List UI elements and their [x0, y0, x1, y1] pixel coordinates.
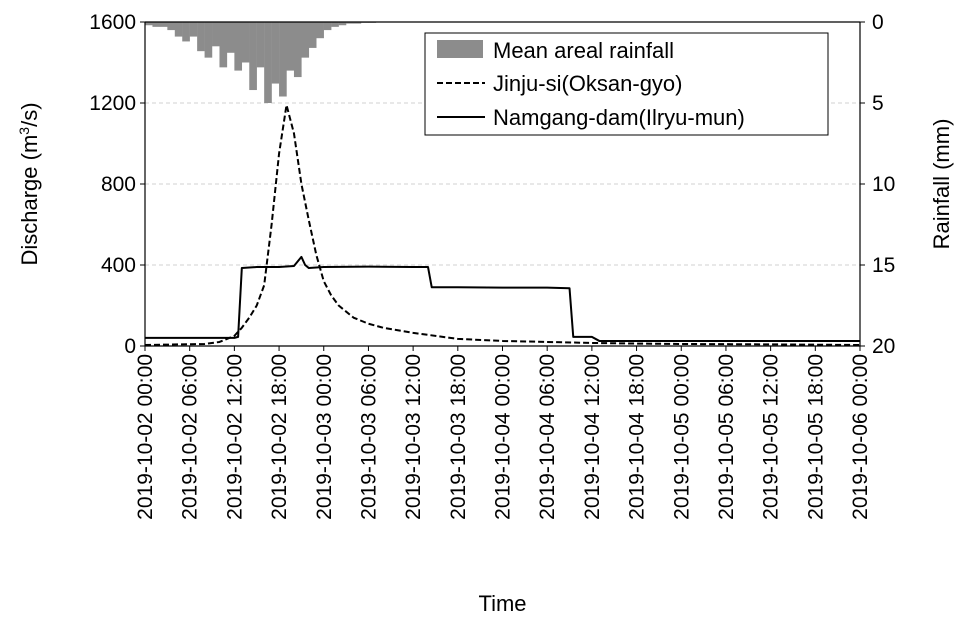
x-tick-label: 2019-10-02 06:00 — [179, 354, 202, 520]
x-tick-label: 2019-10-05 06:00 — [715, 354, 738, 520]
rainfall-bar — [182, 22, 190, 42]
rainfall-bar — [256, 22, 265, 68]
x-tick-label: 2019-10-03 00:00 — [313, 354, 336, 520]
y-tick-label-right: 5 — [872, 92, 884, 115]
rainfall-bar — [286, 22, 295, 71]
jinju-si-line — [144, 104, 861, 346]
rainfall-bar — [197, 22, 205, 52]
rainfall-bar — [234, 22, 243, 71]
y-tick-label-right: 20 — [872, 335, 895, 358]
x-tick-label: 2019-10-05 12:00 — [760, 354, 783, 520]
rainfall-bar — [212, 22, 220, 47]
x-tick-label: 2019-10-04 12:00 — [581, 354, 604, 520]
rainfall-bar — [249, 22, 257, 91]
x-axis-title: Time — [478, 591, 526, 616]
y-tick-label-left: 800 — [101, 173, 136, 196]
rainfall-series — [145, 22, 377, 103]
rainfall-bar — [152, 22, 161, 27]
y-axis-title-left-suffix: /s) — [17, 102, 42, 126]
y-axis-title-left-sup: 3 — [16, 127, 32, 135]
y-axis-title-left: Discharge (m3/s) — [16, 102, 42, 265]
legend: Mean areal rainfall Jinju-si(Oksan-gyo) Na… — [424, 32, 829, 136]
rainfall-bar — [226, 22, 235, 53]
legend-swatch-rainfall — [437, 40, 483, 58]
legend-label: Mean areal rainfall — [493, 38, 674, 63]
x-tick-label: 2019-10-02 12:00 — [223, 354, 246, 520]
rainfall-bar — [323, 22, 332, 31]
x-tick-label: 2019-10-04 00:00 — [492, 354, 515, 520]
x-tick-label: 2019-10-03 18:00 — [447, 354, 470, 520]
rainfall-bar — [241, 22, 250, 63]
x-tick-label: 2019-10-03 12:00 — [402, 354, 425, 520]
x-tick-label: 2019-10-02 00:00 — [134, 354, 157, 520]
rainfall-bar — [189, 22, 198, 37]
rainfall-bar — [308, 22, 317, 48]
legend-label: Jinju-si(Oksan-gyo) — [493, 71, 683, 96]
rainfall-bar — [219, 22, 228, 68]
rainfall-bar — [271, 22, 280, 84]
rainfall-bar — [279, 22, 287, 97]
rainfall-bar — [167, 22, 175, 31]
y-tick-label-right: 15 — [872, 254, 895, 277]
x-tick-label: 2019-10-06 00:00 — [849, 354, 872, 520]
rainfall-bar — [301, 22, 310, 58]
rainfall-bar — [316, 22, 324, 39]
x-tick-label: 2019-10-04 06:00 — [536, 354, 559, 520]
rainfall-bar — [353, 22, 362, 24]
x-tick-label: 2019-10-03 06:00 — [357, 354, 380, 520]
y-tick-label-left: 1600 — [89, 11, 136, 34]
y-tick-label-left: 0 — [124, 335, 136, 358]
y-axis-title-left-prefix: Discharge (m — [17, 135, 42, 266]
rainfall-bar — [331, 22, 339, 27]
rainfall-bar — [293, 22, 302, 78]
rainfall-bar — [174, 22, 183, 37]
rainfall-bar — [264, 22, 272, 103]
x-tick-label: 2019-10-02 18:00 — [268, 354, 291, 520]
rainfall-bar — [159, 22, 168, 27]
y-axis-title-right: Rainfall (mm) — [929, 119, 954, 250]
y-tick-label-left: 1200 — [89, 92, 136, 115]
y-tick-label-right: 10 — [872, 173, 895, 196]
x-tick-label: 2019-10-05 00:00 — [670, 354, 693, 520]
y-tick-label-left: 400 — [101, 254, 136, 277]
namgang-dam-line — [145, 255, 860, 342]
legend-label: Namgang-dam(Ilryu-mun) — [493, 105, 745, 130]
legend-box — [424, 32, 829, 136]
rainfall-bar — [145, 22, 153, 26]
x-tick-label: 2019-10-05 18:00 — [804, 354, 827, 520]
rainfall-bar — [204, 22, 213, 58]
rainfall-bar — [338, 22, 347, 26]
y-tick-label-right: 0 — [872, 11, 884, 34]
rainfall-bar — [346, 22, 354, 24]
x-tick-label: 2019-10-04 18:00 — [626, 354, 649, 520]
